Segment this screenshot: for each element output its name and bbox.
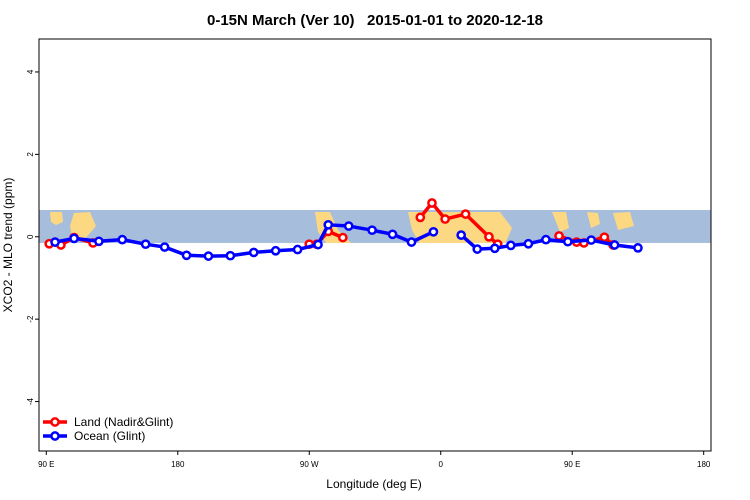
- land-borneo-east: [587, 212, 600, 228]
- legend-swatch-marker: [50, 431, 60, 441]
- data-point: [460, 209, 471, 219]
- data-point: [313, 239, 323, 250]
- y-axis-label: XCO2 - MLO trend (ppm): [1, 178, 15, 313]
- data-point: [225, 250, 236, 261]
- data-point: [541, 234, 551, 245]
- data-point: [633, 243, 643, 253]
- y-axis: 4 2 0 -2 -4: [26, 69, 39, 405]
- data-point: [562, 236, 573, 247]
- x-tick-label: 90 E: [38, 460, 54, 469]
- data-point: [248, 247, 259, 258]
- x-tick-label: 180: [697, 460, 711, 469]
- data-point: [586, 235, 597, 245]
- land-sumatra-east: [552, 212, 569, 232]
- data-point: [427, 198, 437, 208]
- data-point: [484, 231, 494, 242]
- data-point: [338, 232, 348, 243]
- data-point: [523, 238, 534, 249]
- data-point: [323, 219, 334, 230]
- data-point: [140, 239, 151, 250]
- legend-label: Land (Nadir&Glint): [74, 415, 173, 429]
- x-tick-label: 90 W: [300, 460, 319, 469]
- data-point: [387, 229, 398, 240]
- y-tick-label: -4: [26, 397, 35, 405]
- data-point: [428, 226, 439, 237]
- legend-label: Ocean (Glint): [74, 429, 145, 443]
- land-australia-west: [50, 212, 63, 225]
- land-new-guinea: [70, 212, 96, 240]
- data-point: [554, 231, 564, 241]
- data-point: [489, 243, 500, 254]
- x-tick-label: 90 E: [564, 460, 580, 469]
- legend: Land (Nadir&Glint)Ocean (Glint): [43, 415, 173, 443]
- data-point: [94, 236, 104, 247]
- data-point: [181, 250, 192, 261]
- data-point: [456, 230, 467, 240]
- data-point: [69, 233, 79, 244]
- data-point: [406, 237, 417, 247]
- y-tick-label: -2: [26, 315, 35, 323]
- data-point: [472, 244, 483, 254]
- map-band: [39, 209, 711, 243]
- data-point: [599, 232, 610, 243]
- data-point: [440, 214, 450, 224]
- data-point: [292, 244, 303, 255]
- data-point: [343, 221, 354, 231]
- y-tick-label: 0: [26, 234, 35, 239]
- data-point: [50, 237, 60, 247]
- x-axis-label: Longitude (deg E): [326, 477, 421, 491]
- data-point: [159, 242, 170, 252]
- plot-frame: [38, 38, 712, 452]
- data-point: [270, 245, 281, 256]
- x-tick-label: 180: [171, 460, 185, 469]
- data-point: [415, 212, 426, 223]
- series-layer: [44, 198, 643, 261]
- data-point: [609, 240, 620, 250]
- land-new-guinea-east: [613, 212, 634, 230]
- x-axis: 90 E 180 90 W 0 90 E 180: [38, 451, 711, 469]
- y-tick-label: 2: [26, 152, 35, 157]
- chart-title: 0-15N March (Ver 10) 2015-01-01 to 2020-…: [207, 12, 543, 29]
- x-tick-label: 0: [439, 460, 444, 469]
- legend-swatch-marker: [50, 417, 60, 427]
- data-point: [506, 240, 516, 251]
- data-point: [203, 251, 214, 261]
- series-line: [460, 233, 639, 251]
- y-tick-label: 4: [26, 69, 35, 74]
- data-point: [117, 234, 128, 245]
- data-point: [367, 225, 377, 236]
- series-ocean: [50, 219, 643, 261]
